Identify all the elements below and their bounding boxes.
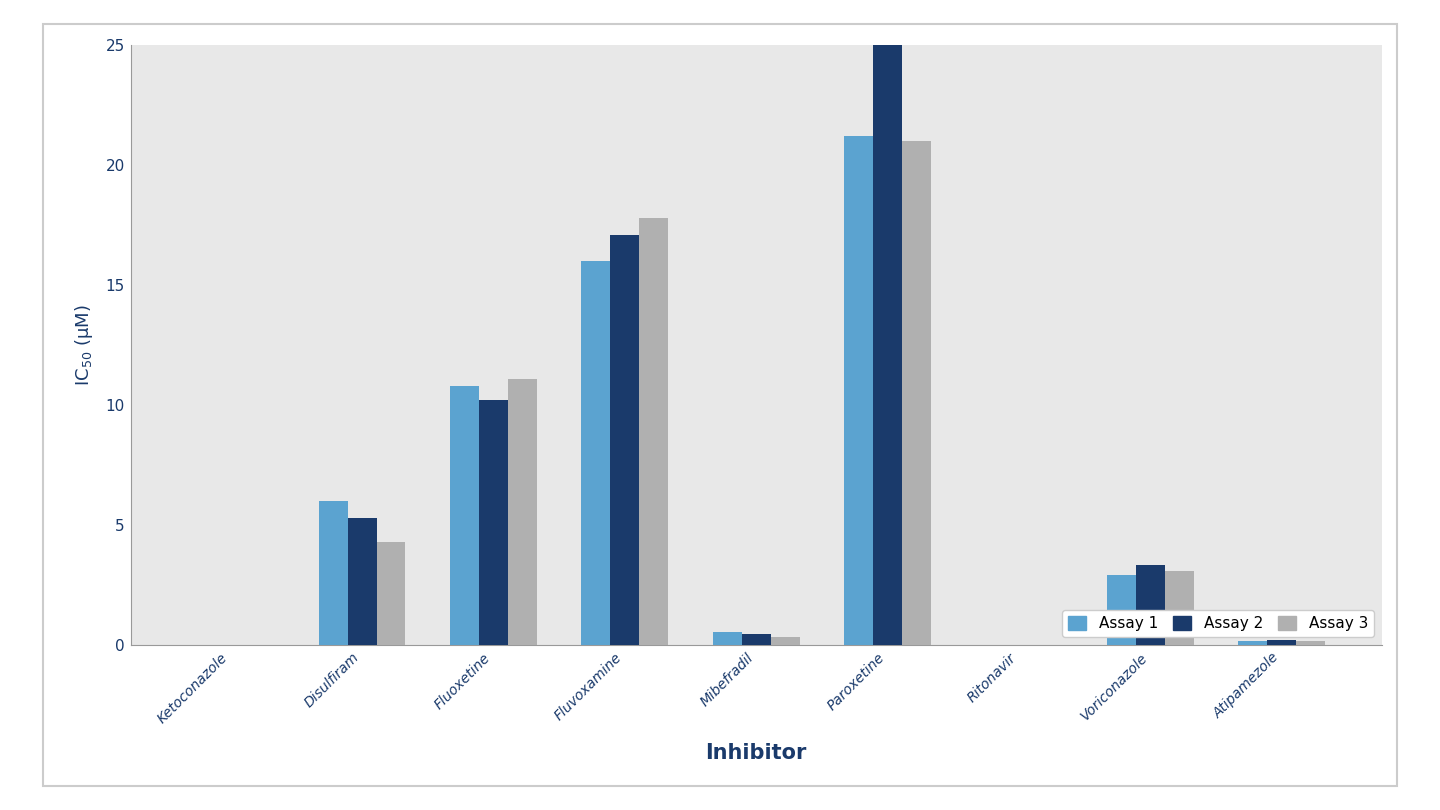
Bar xyxy=(480,400,508,645)
Bar xyxy=(770,637,799,645)
Bar xyxy=(582,261,611,645)
Bar xyxy=(347,518,376,645)
Bar xyxy=(508,379,537,645)
X-axis label: Inhibitor: Inhibitor xyxy=(706,743,806,762)
Bar xyxy=(1107,575,1136,645)
Bar xyxy=(742,634,770,645)
Bar xyxy=(901,141,930,645)
Bar xyxy=(1165,570,1194,645)
Bar xyxy=(639,218,668,645)
Bar xyxy=(844,136,873,645)
Legend: Assay 1, Assay 2, Assay 3: Assay 1, Assay 2, Assay 3 xyxy=(1061,610,1374,637)
Bar xyxy=(1267,640,1296,645)
Bar xyxy=(376,542,406,645)
Bar xyxy=(611,235,639,645)
Bar xyxy=(1238,642,1267,645)
Bar xyxy=(1296,642,1325,645)
Y-axis label: IC$_{50}$ (μM): IC$_{50}$ (μM) xyxy=(72,305,95,386)
Bar xyxy=(318,501,347,645)
Bar xyxy=(451,386,480,645)
Bar xyxy=(873,45,901,645)
Bar xyxy=(713,632,742,645)
Bar xyxy=(1136,565,1165,645)
